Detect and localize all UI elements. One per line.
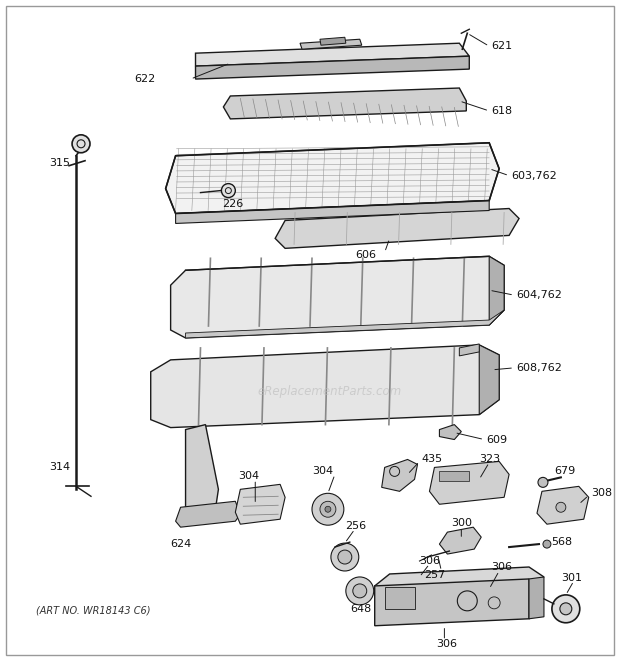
Polygon shape bbox=[300, 39, 361, 49]
Text: 606: 606 bbox=[355, 251, 376, 260]
Circle shape bbox=[320, 501, 336, 517]
Circle shape bbox=[353, 584, 367, 598]
Polygon shape bbox=[320, 37, 346, 45]
Polygon shape bbox=[275, 208, 519, 249]
Circle shape bbox=[543, 540, 551, 548]
Text: 648: 648 bbox=[350, 604, 371, 614]
Text: 306: 306 bbox=[420, 556, 440, 566]
Circle shape bbox=[72, 135, 90, 153]
Circle shape bbox=[221, 184, 236, 198]
Polygon shape bbox=[479, 345, 499, 414]
Text: 603,762: 603,762 bbox=[511, 171, 557, 180]
Circle shape bbox=[312, 493, 344, 525]
Text: 568: 568 bbox=[551, 537, 572, 547]
Polygon shape bbox=[170, 256, 504, 338]
Polygon shape bbox=[185, 424, 218, 514]
Circle shape bbox=[556, 502, 566, 512]
Text: 618: 618 bbox=[491, 106, 512, 116]
Text: 435: 435 bbox=[422, 455, 443, 465]
Text: 323: 323 bbox=[479, 455, 500, 465]
Polygon shape bbox=[374, 567, 544, 596]
Circle shape bbox=[331, 543, 359, 571]
Text: 306: 306 bbox=[491, 562, 512, 572]
Polygon shape bbox=[236, 485, 285, 524]
Polygon shape bbox=[440, 424, 461, 440]
Text: eReplacementParts.com: eReplacementParts.com bbox=[258, 385, 402, 398]
Polygon shape bbox=[175, 200, 489, 223]
Text: 300: 300 bbox=[451, 518, 472, 528]
Text: 622: 622 bbox=[135, 74, 156, 84]
Text: 304: 304 bbox=[312, 467, 333, 477]
Text: 609: 609 bbox=[486, 434, 507, 445]
Polygon shape bbox=[374, 579, 529, 626]
Text: 256: 256 bbox=[345, 521, 366, 531]
Polygon shape bbox=[537, 486, 589, 524]
Text: 315: 315 bbox=[49, 158, 70, 168]
Text: 257: 257 bbox=[425, 570, 446, 580]
Polygon shape bbox=[459, 344, 479, 356]
Text: 306: 306 bbox=[436, 639, 458, 648]
Bar bbox=[440, 471, 469, 481]
Text: 621: 621 bbox=[491, 41, 512, 51]
Polygon shape bbox=[166, 143, 499, 214]
Circle shape bbox=[338, 550, 352, 564]
Circle shape bbox=[346, 577, 374, 605]
Text: 308: 308 bbox=[591, 488, 612, 498]
Polygon shape bbox=[223, 88, 466, 119]
Polygon shape bbox=[440, 527, 481, 554]
Text: 301: 301 bbox=[561, 573, 582, 583]
Text: 679: 679 bbox=[554, 467, 575, 477]
Text: 624: 624 bbox=[170, 539, 192, 549]
Circle shape bbox=[325, 506, 331, 512]
Polygon shape bbox=[151, 345, 499, 428]
Polygon shape bbox=[489, 256, 504, 325]
Text: 226: 226 bbox=[223, 198, 244, 208]
Polygon shape bbox=[529, 577, 544, 619]
Polygon shape bbox=[430, 461, 509, 504]
Polygon shape bbox=[185, 310, 504, 338]
Text: 314: 314 bbox=[49, 463, 70, 473]
Text: 604,762: 604,762 bbox=[516, 290, 562, 300]
Text: 304: 304 bbox=[238, 471, 259, 481]
Circle shape bbox=[538, 477, 548, 487]
Bar bbox=[384, 587, 415, 609]
Text: (ART NO. WR18143 C6): (ART NO. WR18143 C6) bbox=[36, 606, 151, 616]
Polygon shape bbox=[195, 56, 469, 79]
Polygon shape bbox=[175, 501, 241, 527]
Circle shape bbox=[552, 595, 580, 623]
Text: 608,762: 608,762 bbox=[516, 363, 562, 373]
Circle shape bbox=[560, 603, 572, 615]
Polygon shape bbox=[382, 459, 417, 491]
Polygon shape bbox=[195, 43, 469, 66]
